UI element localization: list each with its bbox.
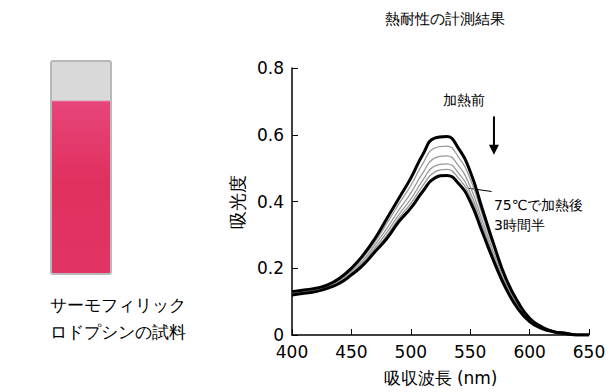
- svg-text:550: 550: [454, 342, 486, 362]
- svg-text:0: 0: [273, 325, 284, 345]
- svg-text:吸光度: 吸光度: [227, 175, 248, 229]
- svg-text:吸収波長 (nm): 吸収波長 (nm): [383, 368, 497, 388]
- svg-text:0.4: 0.4: [257, 192, 284, 212]
- svg-text:75℃で加熱後: 75℃で加熱後: [494, 197, 584, 213]
- svg-text:650: 650: [573, 342, 605, 362]
- svg-text:熱耐性の計測結果: 熱耐性の計測結果: [385, 10, 505, 28]
- svg-text:0.8: 0.8: [257, 58, 284, 78]
- html-text:サーモフィリック ロドプシンの試料: サーモフィリック ロドプシンの試料: [49, 295, 186, 342]
- svg-text:600: 600: [513, 342, 545, 362]
- svg-text:450: 450: [335, 342, 367, 362]
- svg-text:0.2: 0.2: [257, 258, 284, 278]
- svg-text:500: 500: [395, 342, 427, 362]
- svg-text:400: 400: [276, 342, 308, 362]
- svg-text:3時間半: 3時間半: [494, 217, 545, 233]
- svg-text:0.6: 0.6: [257, 125, 284, 145]
- svg-text:加熱前: 加熱前: [443, 92, 485, 108]
